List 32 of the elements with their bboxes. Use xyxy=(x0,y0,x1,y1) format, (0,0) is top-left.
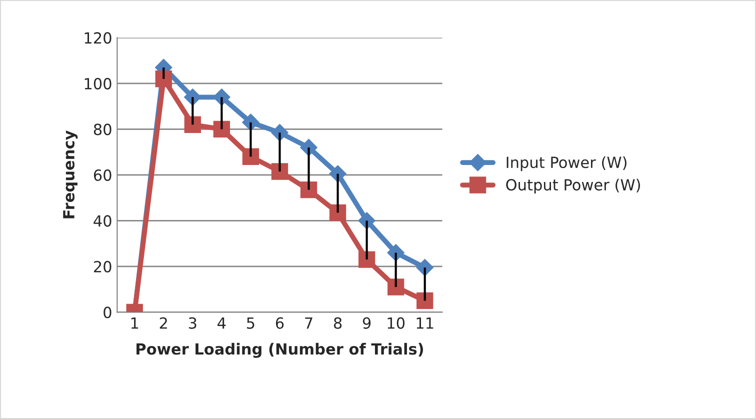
y-tick-label: 40 xyxy=(94,215,112,227)
point xyxy=(387,278,404,296)
x-tick-label: 1 xyxy=(131,317,138,329)
point xyxy=(184,116,201,133)
y-tick-label: 80 xyxy=(94,124,112,136)
point xyxy=(213,120,230,138)
point xyxy=(242,148,260,165)
y-tick-label: 20 xyxy=(94,260,112,272)
x-tick-label: 11 xyxy=(416,317,434,329)
legend-label: Input Power (W) xyxy=(506,156,626,172)
point xyxy=(155,70,172,88)
y-axis-title: Frequency xyxy=(63,130,78,218)
x-tick-label: 2 xyxy=(160,317,167,329)
point xyxy=(300,181,318,198)
point xyxy=(329,204,346,221)
point xyxy=(416,292,434,310)
legend-label: Output Power (W) xyxy=(506,178,640,194)
y-tick-label: 100 xyxy=(84,78,112,90)
x-tick-label: 7 xyxy=(305,317,312,329)
x-tick-label: 3 xyxy=(188,317,196,329)
x-tick-label: 4 xyxy=(218,317,226,329)
y-tick-label: 120 xyxy=(84,32,112,44)
y-tick-label: 60 xyxy=(94,169,112,181)
x-tick-label: 10 xyxy=(388,317,405,329)
x-tick-label: 8 xyxy=(334,317,342,329)
point xyxy=(358,251,376,268)
point xyxy=(271,163,288,180)
x-tick-label: 9 xyxy=(362,317,371,329)
x-tick-label: 5 xyxy=(247,317,254,329)
x-axis-title: Power Loading (Number of Trials) xyxy=(136,342,423,358)
x-tick-label: 6 xyxy=(276,317,284,329)
y-tick-label: 0 xyxy=(104,306,112,318)
